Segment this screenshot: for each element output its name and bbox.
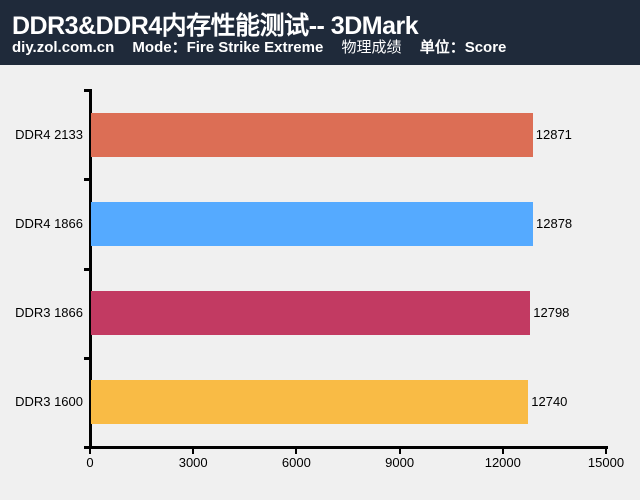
y-axis <box>89 89 92 449</box>
bar <box>91 201 533 246</box>
y-axis-tick <box>84 356 90 360</box>
x-axis-tick <box>398 446 401 454</box>
value-label: 12878 <box>536 215 573 231</box>
x-axis-tick <box>192 446 195 454</box>
category-label: DDR4 2133 <box>15 126 83 142</box>
x-axis-tick-label: 9000 <box>385 455 415 470</box>
x-axis-tick-label: 15000 <box>587 455 625 470</box>
x-axis-tick <box>89 446 91 454</box>
x-axis-tick-label: 12000 <box>484 455 521 470</box>
site-label: diy.zol.com.cn <box>12 39 115 56</box>
value-label: 12798 <box>533 305 570 321</box>
category-label: DDR4 1866 <box>15 215 83 231</box>
x-axis-tick-label: 6000 <box>281 455 311 470</box>
x-axis-tick <box>295 446 298 454</box>
category-label: DDR3 1600 <box>15 394 83 410</box>
x-axis-tick-label: 0 <box>86 455 94 470</box>
y-axis-tick <box>84 267 90 271</box>
chart-subtitle: diy.zol.com.cn Mode：Fire Strike Extreme … <box>12 36 520 57</box>
x-axis-tick-label: 3000 <box>178 455 208 470</box>
chart-header: DDR3&DDR4内存性能测试-- 3DMark diy.zol.com.cn … <box>0 0 640 65</box>
category-label: DDR3 1866 <box>15 305 83 321</box>
y-axis-tick <box>84 446 90 449</box>
x-axis-tick <box>605 446 607 454</box>
unit-label: 单位：Score <box>419 39 507 56</box>
x-axis-tick <box>501 446 504 454</box>
value-label: 12740 <box>531 394 568 410</box>
chart-title: DDR3&DDR4内存性能测试-- 3DMark <box>12 12 419 40</box>
bar <box>91 380 529 425</box>
y-axis-tick <box>84 178 90 182</box>
y-axis-tick <box>84 89 90 92</box>
metric-label: 物理成绩 <box>341 39 402 56</box>
value-label: 12871 <box>535 126 572 142</box>
bar <box>91 291 531 336</box>
bar <box>91 112 533 157</box>
x-axis <box>84 446 608 449</box>
mode-label: Mode：Fire Strike Extreme <box>132 39 324 56</box>
